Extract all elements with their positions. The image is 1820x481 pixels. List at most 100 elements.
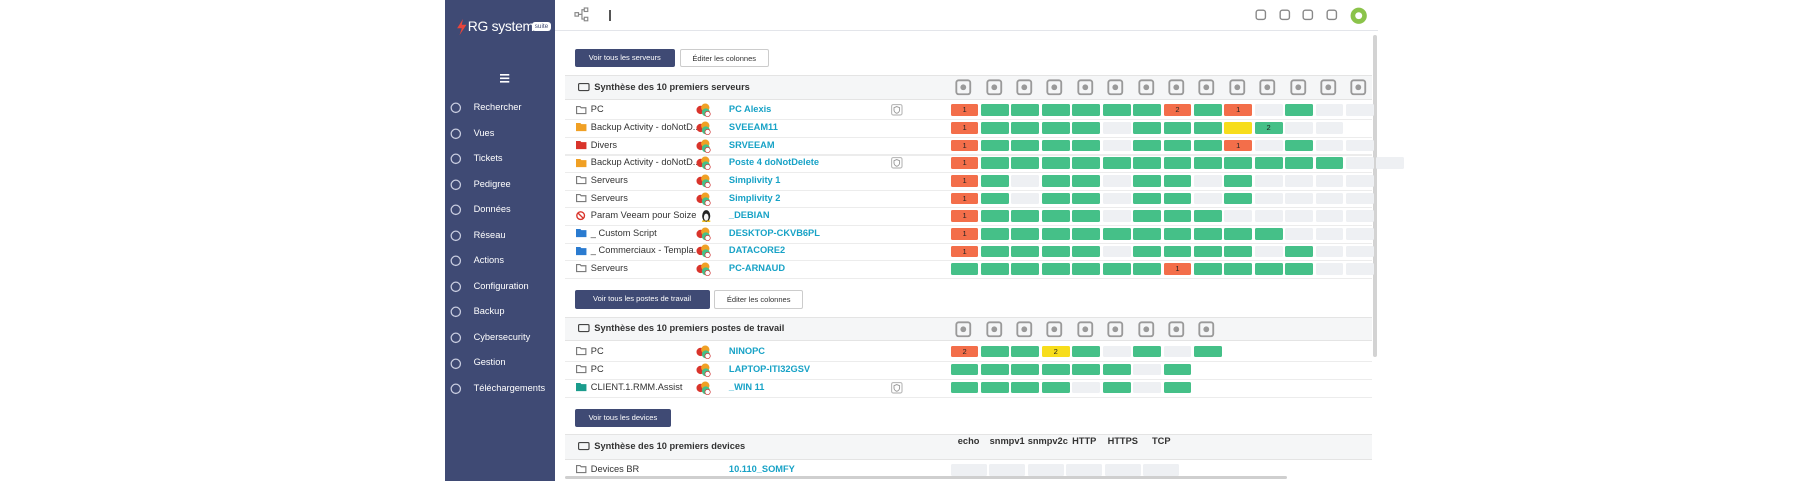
status-cell[interactable] <box>1285 104 1313 117</box>
menu-item[interactable]: Configuration <box>473 280 529 291</box>
status-cell[interactable] <box>1224 245 1253 258</box>
status-cell[interactable] <box>1345 157 1374 169</box>
status-cell[interactable] <box>1011 175 1040 187</box>
status-cell[interactable] <box>1285 157 1313 169</box>
status-cell[interactable] <box>981 363 1009 376</box>
status-cell[interactable] <box>1254 227 1283 240</box>
status-cell[interactable] <box>1066 464 1103 476</box>
status-cell[interactable] <box>1224 227 1253 240</box>
status-cell[interactable] <box>1193 192 1222 205</box>
status-cell[interactable] <box>1027 464 1064 476</box>
status-cell[interactable] <box>1315 157 1344 169</box>
status-cell[interactable] <box>1072 345 1101 358</box>
status-cell[interactable] <box>1345 245 1374 258</box>
device-name[interactable]: Poste 4 doNotDelete <box>728 157 820 168</box>
status-cell[interactable] <box>1011 263 1040 275</box>
device-name[interactable]: DESKTOP-CKVB6PL <box>728 227 820 238</box>
status-cell[interactable] <box>1102 157 1131 169</box>
status-cell[interactable] <box>1133 263 1161 275</box>
status-cell[interactable] <box>1254 157 1283 169</box>
status-cell[interactable] <box>1345 227 1374 240</box>
status-cell[interactable] <box>1163 363 1192 376</box>
status-cell[interactable] <box>1345 104 1374 117</box>
status-cell[interactable] <box>1315 175 1344 187</box>
status-cell[interactable] <box>1345 263 1374 275</box>
status-cell[interactable] <box>1224 122 1253 134</box>
status-cell[interactable] <box>1163 175 1192 187</box>
status-cell[interactable]: 1 <box>950 192 979 205</box>
status-cell[interactable] <box>1041 227 1070 240</box>
status-cell[interactable] <box>1254 192 1283 205</box>
status-cell[interactable] <box>989 464 1026 476</box>
status-cell[interactable] <box>1011 122 1040 134</box>
status-cell[interactable]: 2 <box>950 345 979 358</box>
status-cell[interactable] <box>1163 157 1192 169</box>
status-cell[interactable] <box>1285 139 1313 152</box>
status-cell[interactable] <box>1133 104 1161 117</box>
status-cell[interactable] <box>1072 263 1101 275</box>
status-cell[interactable] <box>1011 227 1040 240</box>
device-name[interactable]: LAPTOP-ITI32GSV <box>728 363 811 374</box>
device-name[interactable]: NINOPC <box>728 345 765 356</box>
status-cell[interactable] <box>1163 227 1192 240</box>
menu-item[interactable]: Gestion <box>473 357 506 368</box>
secondary-button[interactable]: Éditer les colonnes <box>679 48 769 68</box>
status-cell[interactable] <box>1163 122 1192 134</box>
status-cell[interactable] <box>1133 345 1161 358</box>
status-cell[interactable] <box>1104 464 1141 476</box>
status-cell[interactable] <box>1011 363 1040 376</box>
status-cell[interactable] <box>981 381 1009 394</box>
status-cell[interactable] <box>1163 245 1192 258</box>
status-cell[interactable] <box>1345 192 1374 205</box>
status-cell[interactable] <box>1315 263 1344 275</box>
device-name[interactable]: 10.110_SOMFY <box>728 464 795 475</box>
status-cell[interactable] <box>1041 104 1070 117</box>
status-cell[interactable] <box>1133 381 1161 394</box>
status-cell[interactable] <box>1285 210 1313 222</box>
status-cell[interactable] <box>1041 175 1070 187</box>
primary-button[interactable]: Voir tous les postes de travail <box>574 290 710 309</box>
status-cell[interactable] <box>1193 245 1222 258</box>
status-cell[interactable] <box>1315 139 1344 152</box>
status-cell[interactable]: 1 <box>1163 263 1192 275</box>
status-cell[interactable] <box>981 263 1009 275</box>
menu-item[interactable]: Cybersecurity <box>473 331 531 342</box>
status-cell[interactable]: 2 <box>1254 122 1283 134</box>
status-cell[interactable] <box>1285 122 1313 134</box>
status-cell[interactable] <box>1102 210 1131 222</box>
status-cell[interactable] <box>1193 227 1222 240</box>
status-cell[interactable] <box>1041 139 1070 152</box>
status-cell[interactable] <box>1224 175 1253 187</box>
status-cell[interactable]: 1 <box>950 139 979 152</box>
status-cell[interactable] <box>1143 464 1180 476</box>
device-name[interactable]: Simplivity 1 <box>728 174 781 185</box>
primary-button[interactable]: Voir tous les serveurs <box>574 48 676 68</box>
menu-item[interactable]: Rechercher <box>473 101 522 112</box>
status-cell[interactable]: 1 <box>950 104 979 117</box>
status-cell[interactable] <box>1102 104 1131 117</box>
status-cell[interactable] <box>1163 210 1192 222</box>
status-cell[interactable] <box>1011 157 1040 169</box>
menu-item[interactable]: Réseau <box>473 229 506 240</box>
status-cell[interactable] <box>1011 210 1040 222</box>
status-cell[interactable] <box>1163 192 1192 205</box>
status-cell[interactable] <box>1041 192 1070 205</box>
status-cell[interactable] <box>1102 122 1131 134</box>
status-cell[interactable] <box>1315 227 1344 240</box>
status-cell[interactable] <box>1224 210 1253 222</box>
status-cell[interactable] <box>1102 381 1131 394</box>
status-cell[interactable] <box>1041 381 1070 394</box>
status-cell[interactable] <box>1193 345 1222 358</box>
status-cell[interactable] <box>1315 122 1344 134</box>
status-cell[interactable] <box>1285 263 1313 275</box>
status-cell[interactable] <box>1254 175 1283 187</box>
status-cell[interactable] <box>1102 363 1131 376</box>
status-cell[interactable] <box>1041 157 1070 169</box>
status-cell[interactable] <box>1072 175 1101 187</box>
status-cell[interactable] <box>1133 139 1161 152</box>
status-cell[interactable] <box>1315 104 1344 117</box>
status-cell[interactable] <box>1072 227 1101 240</box>
status-cell[interactable] <box>981 139 1009 152</box>
device-name[interactable]: Simplivity 2 <box>728 192 781 203</box>
status-cell[interactable] <box>950 381 979 394</box>
